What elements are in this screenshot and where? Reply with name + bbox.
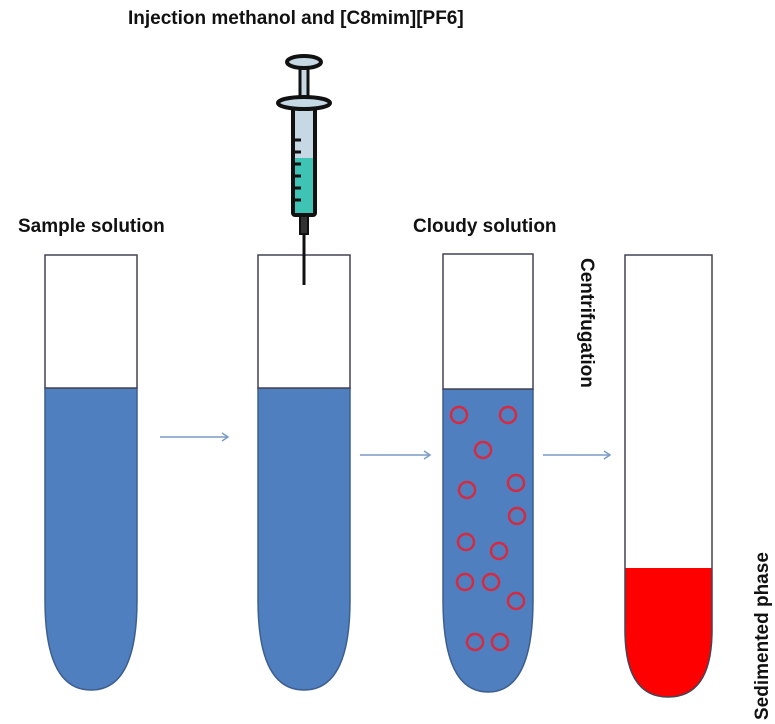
- droplet: [457, 480, 477, 500]
- arrow-1: [160, 432, 230, 442]
- tube-injected: [257, 254, 351, 691]
- droplet: [481, 572, 501, 592]
- droplet: [465, 632, 485, 652]
- droplet: [449, 405, 469, 425]
- title: Injection methanol and [C8mim][PF6]: [128, 8, 464, 29]
- droplet: [506, 591, 526, 611]
- droplet: [507, 506, 527, 526]
- droplet: [490, 632, 510, 652]
- arrow-3: [543, 450, 612, 460]
- label-cloudy-solution: Cloudy solution: [413, 216, 557, 237]
- tube-cloudy: [442, 253, 534, 693]
- droplet: [473, 440, 493, 460]
- arrow-2: [360, 450, 432, 460]
- droplet: [456, 532, 476, 552]
- syringe-icon: [276, 54, 332, 285]
- tube-sedimented: [624, 254, 713, 698]
- label-sample-solution: Sample solution: [18, 216, 165, 237]
- droplet: [498, 405, 518, 425]
- droplet: [506, 473, 526, 493]
- droplet: [489, 541, 509, 561]
- tube-sample: [44, 254, 138, 691]
- droplet: [455, 572, 475, 592]
